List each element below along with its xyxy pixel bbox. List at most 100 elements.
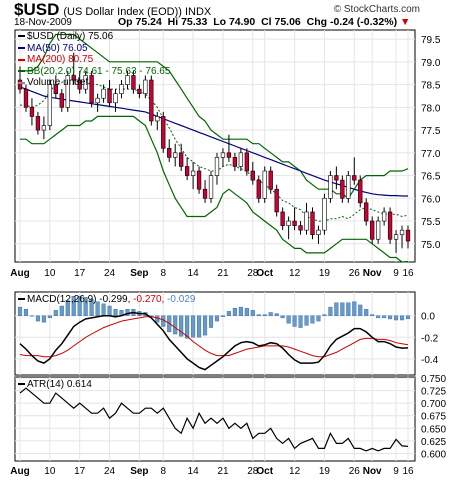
candle-body	[53, 84, 58, 94]
macd-histogram-bar	[346, 302, 351, 316]
candle-body	[29, 107, 35, 117]
candle-body	[346, 175, 351, 199]
macd-signal-line	[19, 316, 409, 358]
x-tick-label: 19	[319, 268, 331, 279]
candle-body	[268, 170, 273, 190]
candle-body	[125, 75, 130, 85]
x-tick-label: 26	[349, 466, 361, 477]
candle-body	[405, 229, 411, 242]
high-value: 75.33	[181, 16, 208, 28]
candle-body	[208, 175, 214, 199]
candle-body	[71, 75, 76, 81]
candle-body	[376, 220, 381, 240]
macd-histogram-bar	[59, 305, 64, 316]
x-tick-label: 10	[44, 268, 56, 279]
price-y-tick-label: 78.5	[421, 81, 441, 92]
atr-y-tick-label: 0.700	[421, 399, 446, 410]
chart-title: $USD (US Dollar Index (EOD)) INDX	[14, 0, 211, 20]
macd-histogram-bar	[364, 309, 369, 316]
symbol-description: (US Dollar Index (EOD)) INDX	[63, 6, 212, 18]
y-tick-labels: 79.5 79.0 78.5 78.0 77.5 77.0 76.5 76.0 75.5 75.0…	[421, 35, 446, 460]
candle-body	[334, 175, 339, 181]
macd-histogram-bar	[292, 315, 297, 327]
bb-lower-line	[20, 115, 409, 263]
x-tick-label: 16	[402, 268, 414, 279]
x-tick-label: Aug	[10, 466, 29, 477]
candle-body	[352, 175, 357, 181]
macd-histogram-bar	[89, 299, 94, 316]
symbol: $USD	[14, 0, 60, 19]
candle-body	[143, 79, 148, 94]
macd-histogram-bar	[382, 315, 387, 319]
candle-body	[47, 84, 52, 126]
macd-histogram-bar	[298, 315, 303, 328]
macd-histogram-bar	[101, 303, 106, 316]
macd-y-tick-label: -0.4	[421, 355, 439, 366]
candle-body	[370, 220, 375, 240]
legend-ma50: MA(50) 76.05	[18, 43, 170, 55]
atr-y-tick-label: 0.600	[421, 449, 446, 460]
open-value: 75.24	[135, 16, 162, 28]
candle-body	[244, 152, 249, 172]
macd-histogram-bar	[107, 305, 112, 316]
candle-body	[292, 220, 297, 226]
brand-label: © StockCharts.com	[333, 4, 420, 15]
x-tick-label: 12	[289, 466, 301, 477]
candle-body	[101, 88, 106, 99]
atr-y-tick-label: 0.625	[421, 437, 446, 448]
x-tick-label: 9	[393, 466, 399, 477]
macd-histogram-bar	[268, 312, 273, 316]
price-y-tick-label: 79.5	[421, 35, 441, 46]
candle-body	[238, 152, 244, 167]
x-tick-label: 21	[217, 466, 229, 477]
macd-histogram-bar	[376, 315, 381, 319]
candle-body	[286, 220, 291, 226]
candle-body	[137, 88, 142, 94]
candle-body	[179, 152, 184, 167]
macd-histogram-bar	[191, 315, 196, 338]
atr-y-tick-label: 0.650	[421, 424, 446, 435]
candle-body	[310, 211, 315, 236]
candle-body	[381, 211, 387, 222]
macd-histogram-bar	[226, 311, 231, 316]
atr-legend: ATR(14) 0.614	[18, 379, 92, 390]
price-y-tick-label: 77.0	[421, 149, 441, 160]
candle-body	[340, 179, 345, 199]
macd-histogram-bar	[370, 314, 375, 316]
macd-histogram-bar	[95, 301, 100, 316]
candle-body	[161, 116, 166, 149]
x-tick-label: Sep	[130, 466, 148, 477]
candle-body	[65, 75, 70, 108]
open-label: Op	[118, 16, 133, 28]
macd-histogram-bar	[405, 315, 411, 320]
candle-body	[167, 147, 172, 158]
candle-body	[274, 188, 279, 213]
macd-histogram-bar	[394, 315, 399, 321]
macd-histogram-bar	[173, 315, 178, 335]
candle-body	[155, 116, 160, 122]
macd-histogram-bar	[328, 306, 333, 316]
candle-body	[173, 152, 178, 158]
candle-body	[298, 225, 303, 231]
candle-body	[190, 170, 196, 176]
candle-body	[316, 229, 321, 236]
price-y-tick-label: 75.5	[421, 217, 441, 228]
candle-body	[358, 179, 363, 204]
change-label: Chg	[306, 16, 328, 28]
candle-body	[399, 229, 405, 236]
candle-body	[131, 75, 136, 90]
x-tick-label: Nov	[363, 466, 382, 477]
candle-body	[83, 75, 88, 90]
candle-body	[322, 198, 327, 231]
x-tick-label: 17	[74, 466, 86, 477]
candle-body	[250, 170, 255, 181]
candle-body	[59, 93, 64, 108]
macd-histogram-bar	[71, 296, 76, 316]
candle-body	[328, 175, 333, 199]
legend-volume: Volume undef	[18, 77, 170, 89]
x-tick-labels: AugAug101017172424SepSep88141421212828Oc…	[10, 268, 414, 477]
macd-histogram-bar	[388, 315, 393, 320]
macd-histogram-bar	[197, 315, 202, 338]
x-tick-label: 24	[104, 268, 116, 279]
price-y-tick-label: 77.5	[421, 126, 441, 137]
